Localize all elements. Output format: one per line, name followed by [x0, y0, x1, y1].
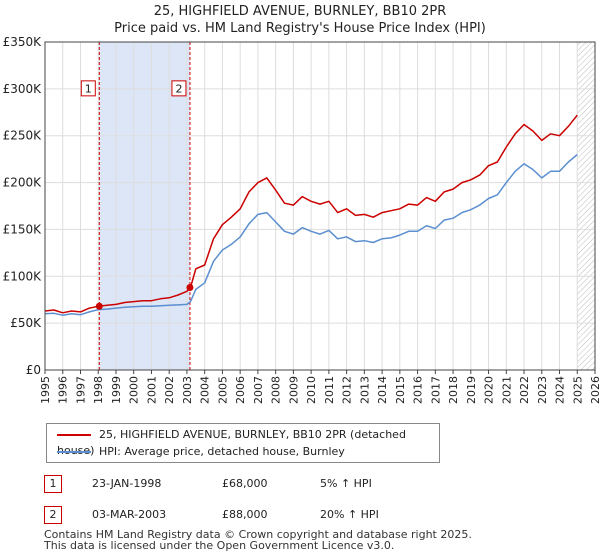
x-tick-label: 2016: [412, 376, 425, 404]
sale-date: 03-MAR-2003: [92, 508, 167, 521]
x-tick-label: 1995: [39, 376, 52, 404]
x-tick-label: 2009: [287, 376, 300, 404]
x-tick-label: 2018: [447, 376, 460, 404]
x-tick-label: 2020: [483, 376, 496, 404]
x-tick-label: 1998: [92, 376, 105, 404]
axes: £0 £50K £100K £150K £200K £250K £300K £350K 1995…: [3, 35, 600, 404]
sale-label-number: 1: [85, 82, 92, 95]
y-tick-label: £300K: [3, 82, 43, 96]
sale-label-box: [80, 80, 96, 97]
x-tick-label: 2022: [518, 376, 531, 404]
series-layer: [44, 114, 578, 316]
gridlines: [44, 41, 596, 371]
y-tick-label: £50K: [10, 316, 42, 330]
sale-price: £68,000: [222, 477, 268, 490]
legend-swatch-hpi: [57, 451, 91, 453]
sale-number-badge: 2: [44, 506, 62, 524]
x-tick-label: 2023: [536, 376, 549, 404]
legend-label-property: 25, HIGHFIELD AVENUE, BURNLEY, BB10 2PR …: [57, 428, 406, 457]
x-tick-label: 2011: [323, 376, 336, 404]
legend-label-hpi: HPI: Average price, detached house, Burn…: [99, 445, 345, 458]
y-tick-label: £0: [26, 363, 41, 377]
x-tick-label: 2017: [429, 376, 442, 404]
footer: Contains HM Land Registry data © Crown c…: [44, 529, 472, 551]
x-tick-label: 2014: [376, 376, 389, 404]
sale-price: £88,000: [222, 508, 268, 521]
x-tick-label: 2015: [394, 376, 407, 404]
x-tick-label: 2013: [358, 376, 371, 404]
x-tick-label: 2002: [163, 376, 176, 404]
x-tick-label: 2004: [199, 376, 212, 404]
sale-date: 23-JAN-1998: [92, 477, 162, 490]
series-line-hpi: [44, 153, 578, 316]
y-tick-label: £250K: [3, 129, 43, 143]
x-tick-label: 2025: [571, 376, 584, 404]
legend-item-property: 25, HIGHFIELD AVENUE, BURNLEY, BB10 2PR …: [57, 427, 439, 457]
ownership-period-shade: [99, 42, 190, 370]
chart-title: 25, HIGHFIELD AVENUE, BURNLEY, BB10 2PR …: [0, 3, 600, 37]
future-hatch: [577, 42, 595, 370]
x-tick-label: 2007: [252, 376, 265, 404]
y-tick-label: £350K: [3, 35, 43, 49]
sale-number-badge: 1: [44, 475, 62, 493]
legend-swatch-property: [57, 434, 91, 436]
x-tick-label: 2026: [589, 376, 600, 404]
sale-hpi-diff: 20% ↑ HPI: [320, 508, 379, 521]
chart-title-line2: Price paid vs. HM Land Registry's House …: [114, 21, 486, 36]
x-tick-label: 2024: [554, 376, 567, 404]
x-tick-label: 2006: [234, 376, 247, 404]
y-tick-label: £150K: [3, 222, 43, 236]
x-tick-label: 2008: [270, 376, 283, 404]
y-tick-label: £100K: [3, 269, 43, 283]
x-tick-label: 2000: [128, 376, 141, 404]
legend: 25, HIGHFIELD AVENUE, BURNLEY, BB10 2PR …: [46, 423, 440, 463]
x-tick-label: 2003: [181, 376, 194, 404]
plot-frame: [44, 41, 596, 371]
sale-point: [95, 302, 103, 310]
x-tick-label: 2005: [216, 376, 229, 404]
sale-label-number: 2: [175, 82, 182, 95]
sale-point: [186, 284, 194, 292]
x-tick-label: 2001: [145, 376, 158, 404]
plot-area: [45, 42, 595, 370]
series-line-property: [44, 114, 578, 314]
x-tick-label: 2010: [305, 376, 318, 404]
sale-label-box: [171, 80, 187, 97]
y-tick-label: £200K: [3, 176, 43, 190]
x-tick-label: 1997: [74, 376, 87, 404]
x-tick-label: 2019: [465, 376, 478, 404]
x-tick-label: 1999: [110, 376, 123, 404]
x-tick-label: 2012: [341, 376, 354, 404]
footer-line1: Contains HM Land Registry data © Crown c…: [44, 528, 472, 541]
footer-line2: This data is licensed under the Open Gov…: [44, 539, 395, 552]
sale-hpi-diff: 5% ↑ HPI: [320, 477, 372, 490]
x-tick-label: 2021: [500, 376, 513, 404]
x-tick-label: 1996: [57, 376, 70, 404]
chart-title-line1: 25, HIGHFIELD AVENUE, BURNLEY, BB10 2PR: [153, 4, 447, 19]
legend-item-hpi: HPI: Average price, detached house, Burn…: [57, 444, 345, 460]
